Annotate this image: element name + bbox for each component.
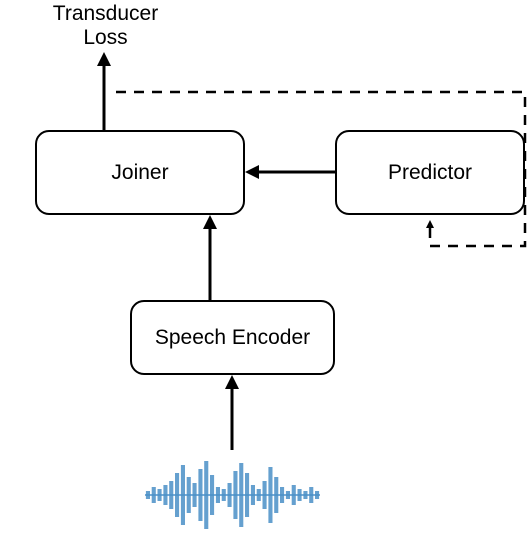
edges-layer: [0, 0, 530, 542]
joiner-label: Joiner: [111, 161, 168, 185]
predictor-label: Predictor: [388, 161, 472, 185]
transducer-diagram: TransducerLoss Joiner Predictor Speech E…: [0, 0, 530, 542]
waveform-icon: [145, 460, 320, 530]
loss-label: TransducerLoss: [38, 2, 173, 50]
joiner-node: Joiner: [35, 130, 245, 215]
predictor-node: Predictor: [335, 130, 525, 215]
speech-encoder-node: Speech Encoder: [130, 300, 335, 375]
encoder-label: Speech Encoder: [155, 326, 310, 350]
loss-label-text: TransducerLoss: [53, 2, 158, 49]
